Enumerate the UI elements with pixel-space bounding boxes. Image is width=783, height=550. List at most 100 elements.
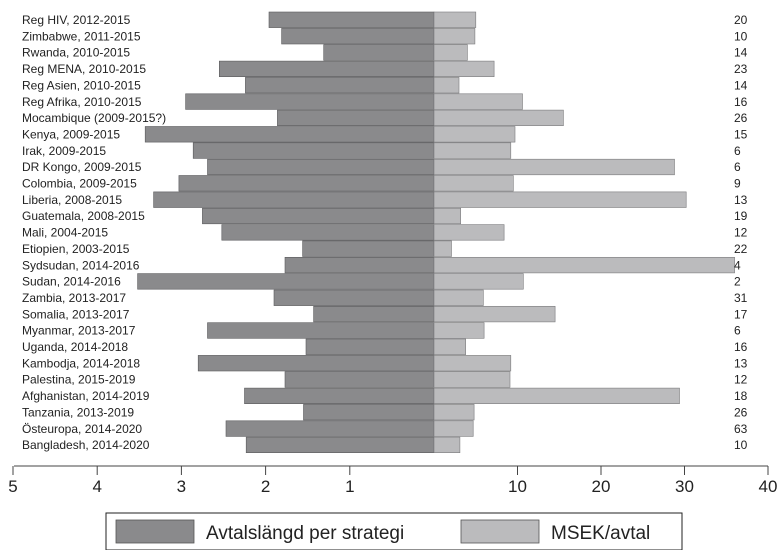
bar-msek-5 [433, 93, 523, 110]
bar-duration-12 [202, 207, 435, 225]
bar-msek-0 [433, 11, 477, 28]
count-label-0: 20 [734, 13, 748, 27]
bar-msek-3 [433, 60, 495, 77]
count-label-19: 6 [734, 324, 741, 338]
bar-duration-9 [207, 158, 435, 176]
bar-msek-25 [433, 420, 474, 437]
count-label-11: 13 [734, 193, 748, 207]
count-label-14: 22 [734, 242, 748, 256]
bar-duration-25 [225, 420, 435, 437]
count-label-25: 63 [734, 422, 748, 436]
legend: Avtalslängd per strategi MSEK/avtal [105, 512, 683, 550]
category-label-7: Kenya, 2009-2015 [22, 128, 120, 142]
bar-duration-3 [219, 60, 435, 77]
bar-duration-21 [197, 355, 435, 372]
bar-duration-10 [178, 175, 435, 192]
category-label-5: Reg Afrika, 2010-2015 [22, 95, 142, 109]
count-label-17: 31 [734, 291, 748, 305]
bar-duration-5 [185, 93, 435, 110]
count-label-21: 13 [734, 356, 748, 370]
count-label-1: 10 [734, 29, 748, 43]
bar-duration-26 [245, 436, 435, 454]
count-label-20: 16 [734, 340, 748, 354]
category-label-11: Liberia, 2008-2015 [22, 193, 122, 207]
bar-duration-16 [137, 273, 435, 290]
bar-duration-14 [302, 240, 435, 257]
category-label-2: Rwanda, 2010-2015 [22, 46, 130, 60]
legend-swatch-duration [115, 519, 195, 544]
category-label-24: Tanzania, 2013-2019 [22, 405, 134, 419]
bar-msek-18 [433, 305, 556, 323]
bar-duration-7 [144, 126, 435, 143]
bar-msek-6 [433, 109, 564, 126]
category-label-15: Sydsudan, 2014-2016 [22, 258, 140, 272]
category-label-0: Reg HIV, 2012-2015 [22, 13, 131, 27]
category-labels: Reg HIV, 2012-2015 Zimbabwe, 2011-2015 Rwa… [22, 13, 166, 452]
bar-msek-9 [433, 158, 675, 176]
count-label-23: 18 [734, 389, 748, 403]
count-label-7: 15 [734, 128, 748, 142]
category-label-1: Zimbabwe, 2011-2015 [22, 29, 141, 43]
bar-msek-7 [433, 126, 516, 143]
left-bar-series [137, 11, 435, 454]
count-label-13: 12 [734, 226, 748, 240]
category-label-13: Mali, 2004-2015 [22, 226, 108, 240]
legend-swatch-msek [460, 519, 540, 544]
category-label-18: Somalia, 2013-2017 [22, 307, 130, 321]
count-label-10: 9 [734, 177, 741, 191]
bar-duration-24 [303, 404, 435, 421]
bar-msek-14 [433, 240, 452, 257]
bar-duration-22 [284, 371, 435, 388]
bar-msek-19 [433, 322, 485, 339]
tick-label-right-3: 40 [759, 477, 778, 496]
bar-duration-15 [284, 256, 435, 274]
bar-msek-1 [433, 28, 476, 45]
bar-msek-4 [433, 77, 460, 94]
count-label-2: 14 [734, 46, 748, 60]
bar-msek-10 [433, 175, 514, 192]
count-label-15: 4 [734, 258, 741, 272]
tick-label-left-3: 2 [261, 477, 270, 496]
bar-duration-18 [313, 305, 435, 323]
bar-msek-12 [433, 207, 462, 225]
category-label-20: Uganda, 2014-2018 [22, 340, 128, 354]
bar-duration-11 [153, 191, 435, 208]
category-label-10: Colombia, 2009-2015 [22, 177, 137, 191]
legend-label-msek: MSEK/avtal [551, 523, 650, 544]
tick-label-right-0: 10 [508, 477, 527, 496]
bar-msek-20 [433, 338, 467, 355]
count-label-5: 16 [734, 95, 748, 109]
category-label-3: Reg MENA, 2010-2015 [22, 62, 146, 76]
bar-msek-22 [433, 371, 511, 388]
bar-duration-8 [192, 142, 435, 159]
category-label-6: Mocambique (2009-2015?) [22, 111, 166, 125]
bar-msek-26 [433, 436, 461, 454]
bar-duration-17 [273, 289, 435, 306]
count-labels: 20 10 14 23 14 16 26 15 6 6 9 13 19 12 22 4 2 31 17 6 16 13 12… [734, 13, 748, 452]
tick-label-right-2: 30 [675, 477, 694, 496]
bar-msek-16 [433, 273, 524, 290]
count-label-16: 2 [734, 275, 741, 289]
bar-duration-4 [245, 77, 435, 94]
bar-msek-24 [433, 404, 475, 421]
category-label-19: Myanmar, 2013-2017 [22, 324, 136, 338]
count-label-18: 17 [734, 307, 748, 321]
count-label-9: 6 [734, 160, 741, 174]
bar-duration-13 [221, 224, 435, 241]
x-axis-ticks: 5 4 3 2 1 10 20 30 40 [8, 466, 777, 496]
category-label-25: Östeuropa, 2014-2020 [22, 422, 142, 436]
legend-label-duration: Avtalslängd per strategi [206, 523, 404, 544]
count-label-8: 6 [734, 144, 741, 158]
tick-label-left-0: 5 [8, 477, 17, 496]
right-bar-series [433, 11, 735, 454]
bar-duration-0 [268, 11, 435, 28]
count-label-22: 12 [734, 373, 748, 387]
category-label-14: Etiopien, 2003-2015 [22, 242, 130, 256]
category-label-8: Irak, 2009-2015 [22, 144, 106, 158]
category-label-17: Zambia, 2013-2017 [22, 291, 126, 305]
bar-msek-11 [433, 191, 687, 208]
bar-msek-2 [433, 44, 468, 61]
category-label-4: Reg Asien, 2010-2015 [22, 78, 141, 92]
category-label-22: Palestina, 2015-2019 [22, 373, 136, 387]
